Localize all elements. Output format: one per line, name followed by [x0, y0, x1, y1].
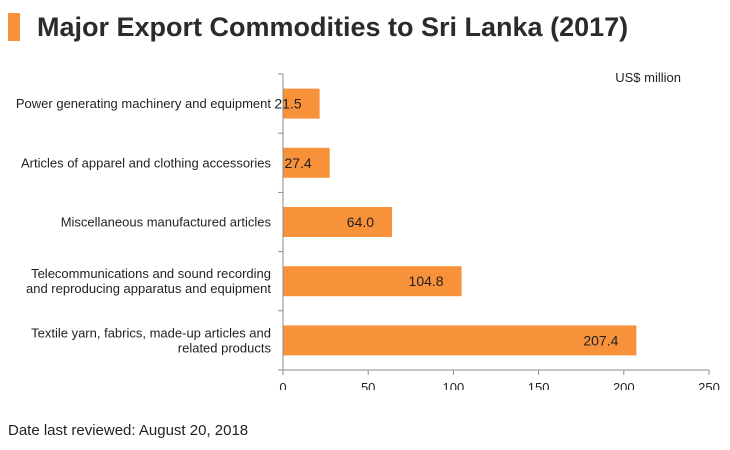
bar [283, 147, 330, 178]
x-tick-label: 0 [279, 380, 286, 390]
data-label: 207.4 [583, 332, 618, 348]
bar [283, 266, 462, 297]
category-label: Telecommunications and sound recording [31, 266, 271, 281]
category-label: Textile yarn, fabrics, made-up articles … [31, 325, 271, 340]
category-label: Miscellaneous manufactured articles [61, 215, 272, 230]
x-tick-label: 150 [528, 380, 550, 390]
bar [283, 325, 637, 356]
date-last-reviewed: Date last reviewed: August 20, 2018 [8, 422, 249, 439]
unit-label: US$ million [615, 70, 681, 85]
data-label: 64.0 [347, 214, 374, 230]
chart-title: Major Export Commodities to Sri Lanka (2… [37, 12, 629, 42]
category-label: related products [178, 340, 272, 355]
x-tick-label: 50 [361, 380, 375, 390]
category-label: and reproducing apparatus and equipment [26, 281, 271, 296]
title-accent-bar [8, 13, 20, 41]
x-tick-label: 100 [443, 380, 465, 390]
chart-title-bar: Major Export Commodities to Sri Lanka (2… [8, 11, 723, 43]
bar [283, 88, 320, 119]
data-label: 104.8 [409, 273, 444, 289]
category-label: Power generating machinery and equipment [16, 96, 271, 111]
x-tick-label: 200 [613, 380, 635, 390]
data-label: 21.5 [274, 96, 301, 112]
data-label: 27.4 [284, 155, 311, 171]
category-label: Articles of apparel and clothing accesso… [21, 155, 272, 170]
x-tick-label: 250 [698, 380, 720, 390]
bar-chart: US$ million Power generating machinery an… [16, 70, 720, 390]
bar [283, 207, 393, 237]
